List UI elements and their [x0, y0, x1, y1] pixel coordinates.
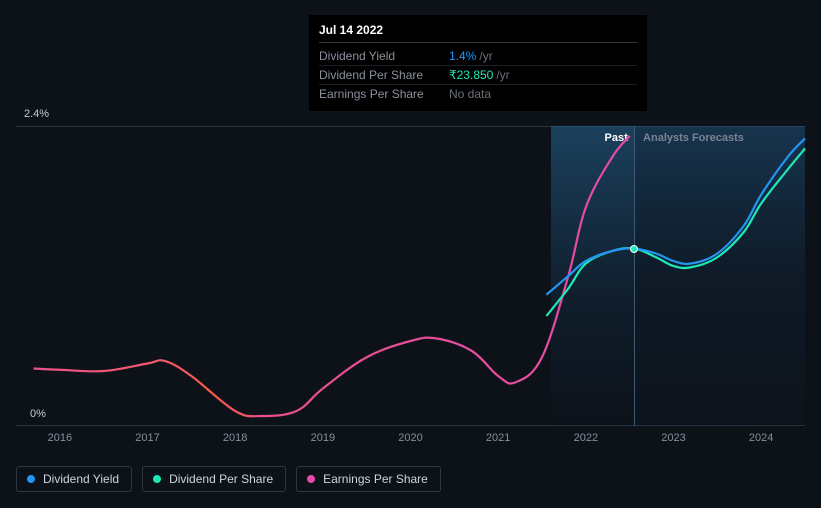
tooltip-title: Jul 14 2022 [319, 23, 637, 43]
x-tick-label: 2020 [398, 432, 422, 444]
x-tick-label: 2018 [223, 432, 247, 444]
x-tick-label: 2023 [661, 432, 685, 444]
tooltip-row: Dividend Per Share₹23.850/yr [319, 66, 637, 85]
x-tick-label: 2017 [135, 432, 159, 444]
x-axis-labels: 2016 2017 2018 2019 2020 2021 2022 2023 2024 [16, 432, 805, 452]
tooltip-row-unit: /yr [479, 49, 492, 63]
line-dividend-yield [546, 139, 805, 295]
legend-dot-icon [153, 475, 161, 483]
line-earnings-per-share [34, 136, 630, 416]
tooltip-row: Dividend Yield1.4%/yr [319, 47, 637, 66]
x-tick-label: 2021 [486, 432, 510, 444]
tooltip-row-label: Earnings Per Share [319, 87, 449, 101]
x-tick-label: 2016 [48, 432, 72, 444]
legend-item[interactable]: Dividend Yield [16, 466, 132, 492]
legend-dot-icon [307, 475, 315, 483]
plot-area[interactable]: Analysts Forecasts Past [16, 126, 805, 426]
legend: Dividend Yield Dividend Per Share Earnings… [16, 466, 441, 492]
y-axis-top-label: 2.4% [24, 108, 49, 120]
legend-label: Earnings Per Share [323, 472, 428, 486]
line-dividend-per-share [546, 149, 805, 317]
tooltip-row-label: Dividend Yield [319, 49, 449, 63]
tooltip-row-unit: /yr [496, 68, 509, 82]
tooltip-row-label: Dividend Per Share [319, 68, 449, 82]
legend-label: Dividend Yield [43, 472, 119, 486]
tooltip-row-value: ₹23.850 [449, 68, 493, 82]
chart-lines [16, 126, 805, 426]
x-tick-label: 2024 [749, 432, 773, 444]
chart-container: 2.4% 0% Analysts Forecasts Past 20162017… [16, 0, 805, 508]
x-tick-label: 2019 [311, 432, 335, 444]
legend-item[interactable]: Earnings Per Share [296, 466, 441, 492]
tooltip: Jul 14 2022 Dividend Yield1.4%/yrDividen… [309, 15, 647, 111]
tooltip-row-value: No data [449, 87, 491, 101]
legend-item[interactable]: Dividend Per Share [142, 466, 286, 492]
tooltip-row: Earnings Per ShareNo data [319, 85, 637, 103]
hover-marker [630, 245, 638, 253]
tooltip-rows: Dividend Yield1.4%/yrDividend Per Share₹… [319, 47, 637, 103]
legend-label: Dividend Per Share [169, 472, 273, 486]
tooltip-row-value: 1.4% [449, 49, 476, 63]
legend-dot-icon [27, 475, 35, 483]
x-tick-label: 2022 [574, 432, 598, 444]
